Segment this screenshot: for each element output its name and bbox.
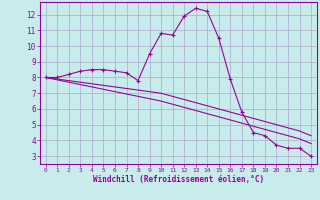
X-axis label: Windchill (Refroidissement éolien,°C): Windchill (Refroidissement éolien,°C) [93,175,264,184]
